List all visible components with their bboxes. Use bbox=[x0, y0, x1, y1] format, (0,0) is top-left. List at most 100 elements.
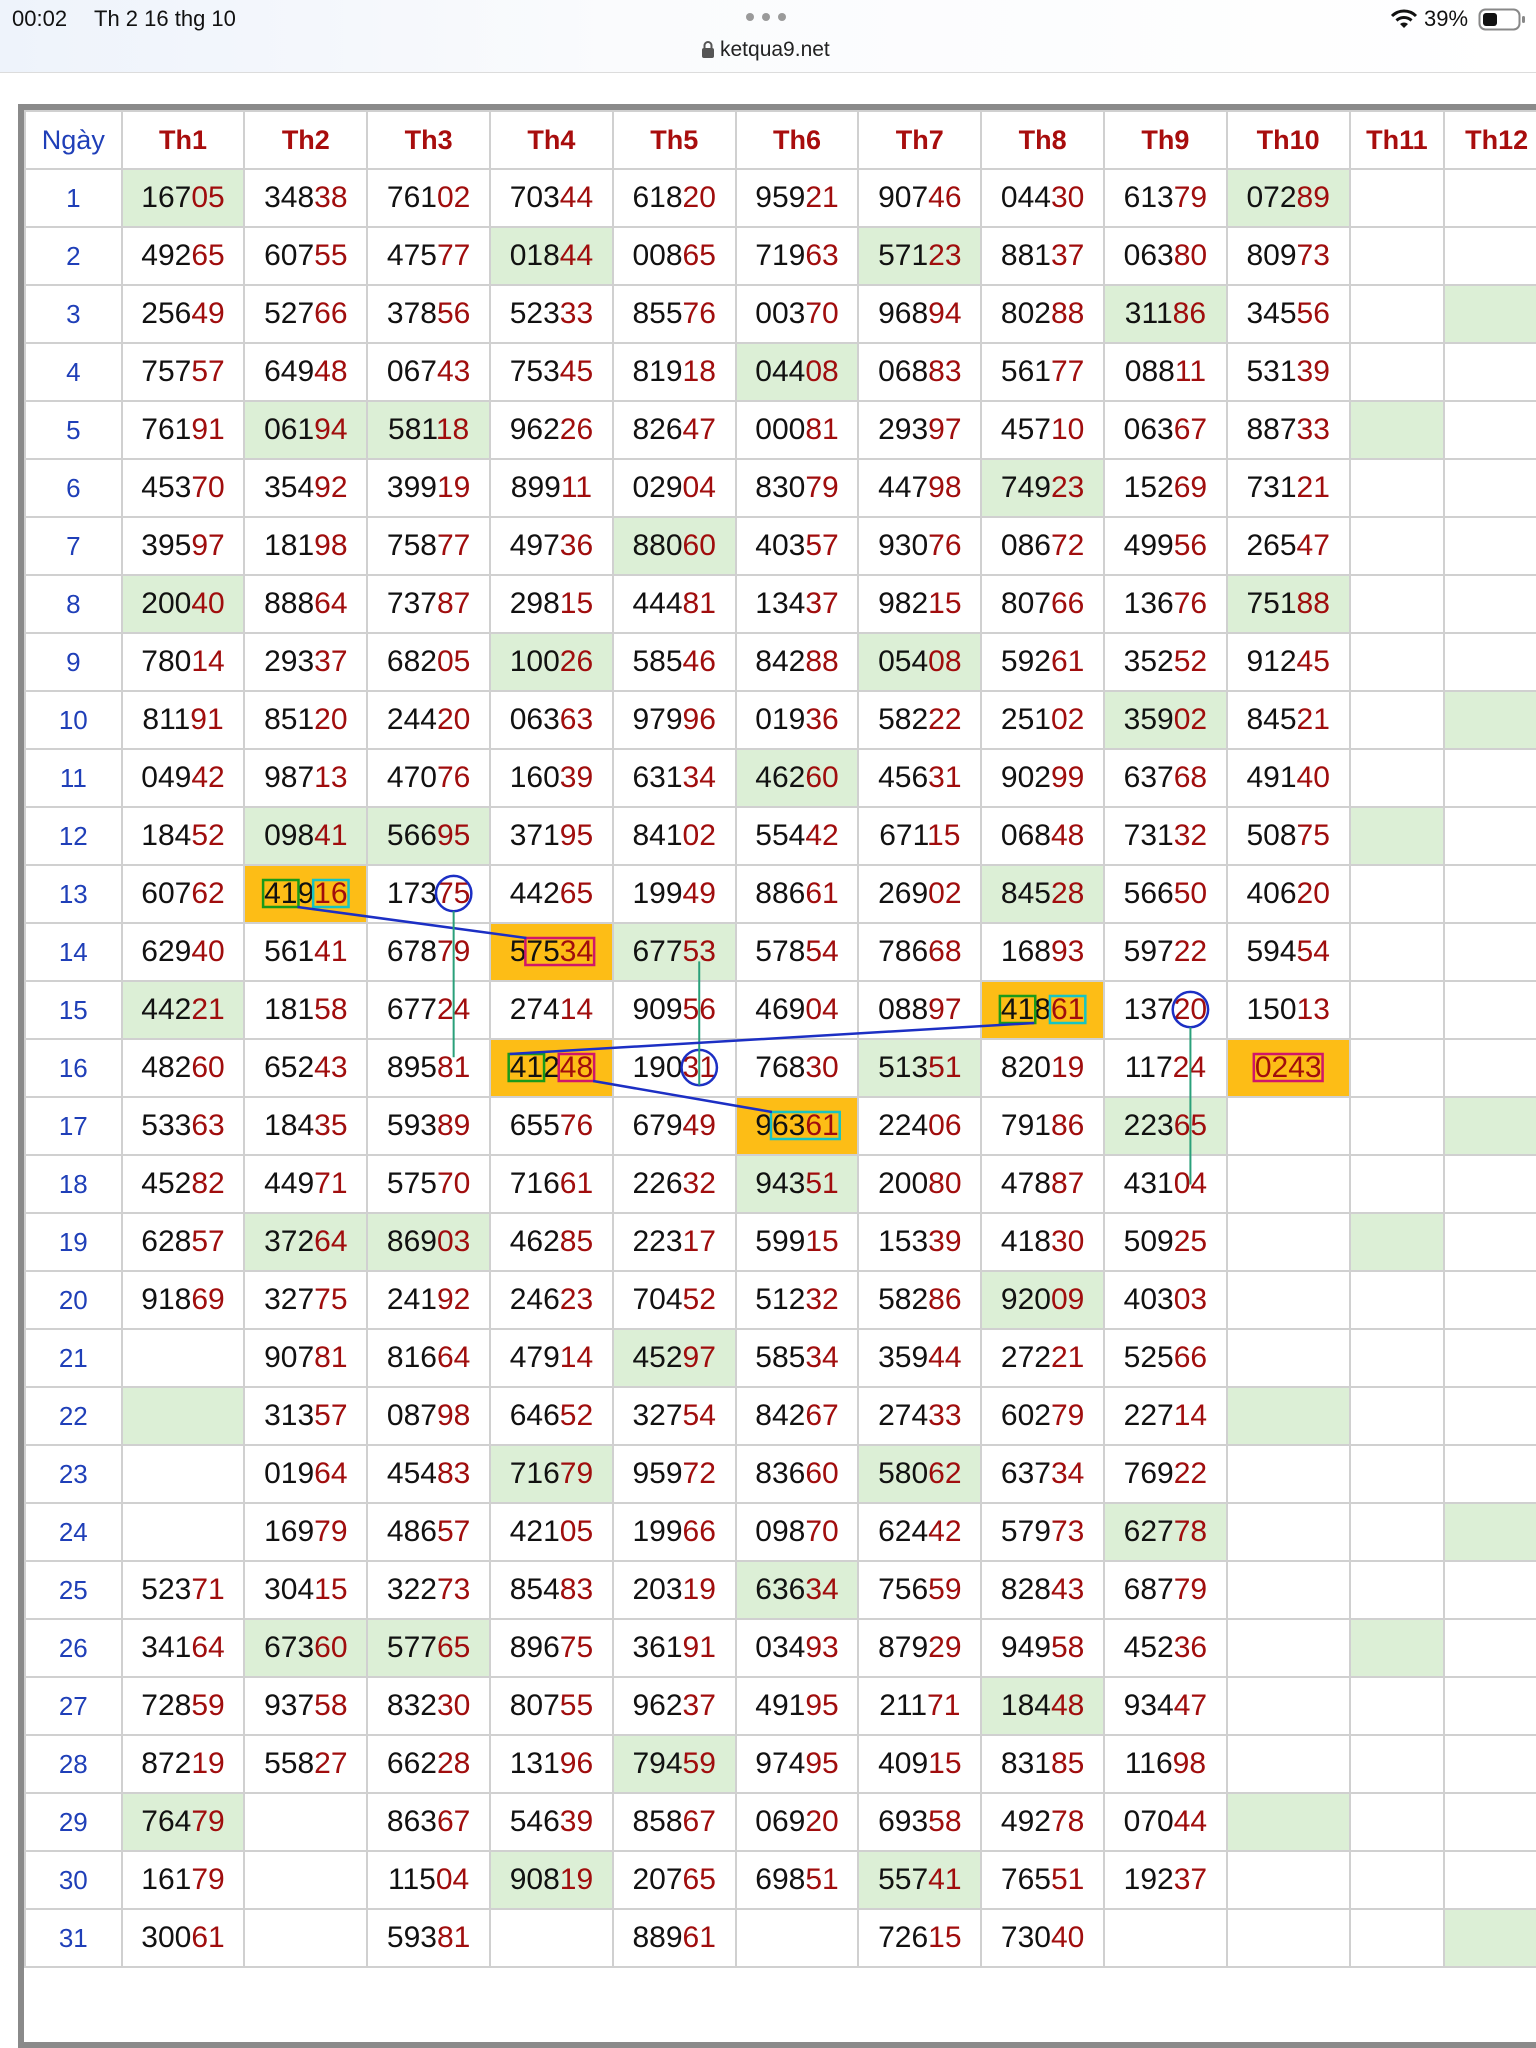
digit: 6 bbox=[878, 1805, 895, 1838]
digit: 0 bbox=[1000, 181, 1018, 214]
digit: 0 bbox=[928, 877, 945, 910]
digit: 7 bbox=[403, 877, 421, 910]
digit: 9 bbox=[280, 819, 298, 852]
digit: 6 bbox=[280, 935, 298, 968]
digit: 6 bbox=[403, 1225, 421, 1258]
digit: 9 bbox=[576, 1805, 594, 1838]
digit: 9 bbox=[649, 1747, 666, 1780]
digit: 3 bbox=[771, 587, 789, 620]
digit: 3 bbox=[1246, 297, 1264, 330]
digit: 5 bbox=[1279, 297, 1297, 330]
digit: 1 bbox=[665, 761, 683, 794]
digit: 5 bbox=[928, 1051, 945, 1084]
digit: 6 bbox=[436, 1631, 454, 1664]
digit: 7 bbox=[1067, 239, 1085, 272]
digit: 7 bbox=[1173, 181, 1191, 214]
digit: 9 bbox=[403, 1921, 421, 1954]
digit: 9 bbox=[208, 1805, 225, 1838]
digit: 4 bbox=[665, 1747, 683, 1780]
digit: 1 bbox=[208, 413, 225, 446]
digit: 4 bbox=[805, 819, 823, 852]
result-cell: 44971 bbox=[243, 1154, 369, 1214]
result-cell: 67949 bbox=[611, 1096, 737, 1156]
result-cell: 32775 bbox=[243, 1270, 369, 1330]
digit: 5 bbox=[1279, 703, 1297, 736]
digit: 9 bbox=[1140, 529, 1158, 562]
digit: 0 bbox=[1124, 355, 1142, 388]
result-cell bbox=[1225, 1212, 1351, 1272]
digit: 1 bbox=[1067, 645, 1085, 678]
day-cell: 19 bbox=[24, 1212, 123, 1272]
digit: 1 bbox=[822, 1109, 839, 1142]
digit: 1 bbox=[559, 1863, 577, 1896]
digit: 9 bbox=[403, 1051, 421, 1084]
result-cell: 94351 bbox=[734, 1154, 860, 1214]
digit: 0 bbox=[1173, 1283, 1191, 1316]
result-cell: 75757 bbox=[120, 342, 246, 402]
table-row: 30 16179 11504 90819 20765 69851 55741 76551 192… bbox=[24, 1850, 1536, 1910]
table-row: 8 20040 88864 73787 29815 44481 13437 98215 8076… bbox=[24, 574, 1536, 634]
result-cell: 00370 bbox=[734, 284, 860, 344]
digit: 8 bbox=[894, 587, 912, 620]
digit: 5 bbox=[822, 1689, 839, 1722]
digit: 8 bbox=[1296, 181, 1314, 214]
digit: 0 bbox=[330, 1631, 348, 1664]
result-cell: 11504 bbox=[366, 1850, 492, 1910]
digit: 3 bbox=[1173, 1863, 1191, 1896]
digit: 6 bbox=[141, 935, 158, 968]
digit: 2 bbox=[141, 297, 158, 330]
digit: 3 bbox=[1263, 471, 1280, 504]
digit: 4 bbox=[1123, 1631, 1141, 1664]
digit: 9 bbox=[755, 1167, 772, 1200]
digit: 5 bbox=[576, 819, 594, 852]
digit: 7 bbox=[1140, 1805, 1158, 1838]
digit: 2 bbox=[894, 1921, 912, 1954]
url[interactable]: ketqua9.net bbox=[720, 38, 830, 61]
result-cell: 72859 bbox=[120, 1676, 246, 1736]
digit: 2 bbox=[297, 1051, 315, 1084]
digit: 4 bbox=[1279, 935, 1297, 968]
digit: 3 bbox=[264, 1225, 281, 1258]
digit: 3 bbox=[436, 1689, 454, 1722]
day-cell: 29 bbox=[24, 1792, 123, 1852]
digit: 9 bbox=[911, 877, 929, 910]
digit: 1 bbox=[822, 1863, 839, 1896]
result-cell bbox=[1348, 574, 1446, 634]
digit: 5 bbox=[330, 1109, 348, 1142]
digit: 8 bbox=[1246, 239, 1264, 272]
digit: 0 bbox=[1000, 529, 1018, 562]
result-cell bbox=[1443, 632, 1536, 692]
result-cell: 08897 bbox=[857, 980, 983, 1040]
digit: 2 bbox=[174, 1167, 192, 1200]
digit: 3 bbox=[1157, 1283, 1174, 1316]
digit: 4 bbox=[788, 1631, 806, 1664]
result-cell: 45483 bbox=[366, 1444, 492, 1504]
digit: 6 bbox=[1017, 935, 1035, 968]
digit: 6 bbox=[682, 1921, 700, 1954]
column-header: Th9 bbox=[1103, 110, 1228, 170]
digit: 4 bbox=[559, 1051, 577, 1084]
digit: 0 bbox=[682, 819, 700, 852]
result-cell bbox=[1348, 400, 1446, 460]
digit: 1 bbox=[682, 1573, 700, 1606]
result-cell: 48260 bbox=[120, 1038, 246, 1098]
tab-dots[interactable] bbox=[744, 12, 788, 22]
digit: 3 bbox=[576, 1283, 594, 1316]
digit: 6 bbox=[1050, 993, 1068, 1026]
digit: 2 bbox=[699, 1457, 716, 1490]
result-cell: 88733 bbox=[1225, 400, 1351, 460]
digit: 3 bbox=[264, 471, 281, 504]
result-cell: 62442 bbox=[857, 1502, 983, 1562]
digit: 8 bbox=[894, 703, 912, 736]
digit: 4 bbox=[911, 1109, 929, 1142]
day-cell: 10 bbox=[24, 690, 123, 750]
result-cell bbox=[1443, 226, 1536, 286]
digit: 4 bbox=[665, 587, 683, 620]
digit: 3 bbox=[264, 1573, 281, 1606]
result-cell: 55741 bbox=[857, 1850, 983, 1910]
digit: 6 bbox=[386, 645, 404, 678]
result-cell bbox=[243, 1850, 369, 1910]
digit: 7 bbox=[649, 1109, 666, 1142]
result-cell: 59389 bbox=[366, 1096, 492, 1156]
digit: 6 bbox=[665, 413, 683, 446]
